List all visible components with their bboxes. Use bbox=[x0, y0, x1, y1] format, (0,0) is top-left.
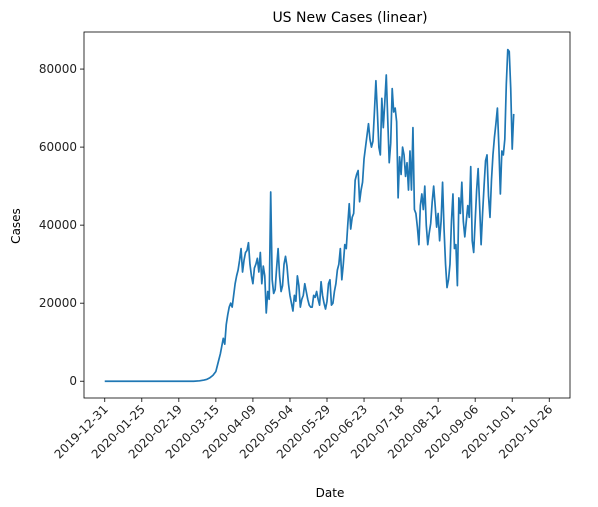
x-axis-label: Date bbox=[316, 486, 345, 500]
y-tick-label: 0 bbox=[69, 374, 77, 388]
y-tick-label: 40000 bbox=[39, 218, 77, 232]
y-tick-label: 80000 bbox=[39, 62, 77, 76]
axes-frame bbox=[83, 31, 571, 399]
plot-area bbox=[83, 31, 571, 399]
series-line-0 bbox=[104, 48, 515, 383]
y-axis-label: Cases bbox=[9, 208, 23, 244]
chart-title: US New Cases (linear) bbox=[272, 10, 427, 26]
y-tick-label: 60000 bbox=[39, 140, 77, 154]
x-axis: 2019-12-312020-01-252020-02-192020-03-15… bbox=[52, 398, 555, 461]
y-axis: 0 20000 40000 60000 80000 bbox=[39, 62, 84, 388]
y-tick-label: 20000 bbox=[39, 296, 77, 310]
